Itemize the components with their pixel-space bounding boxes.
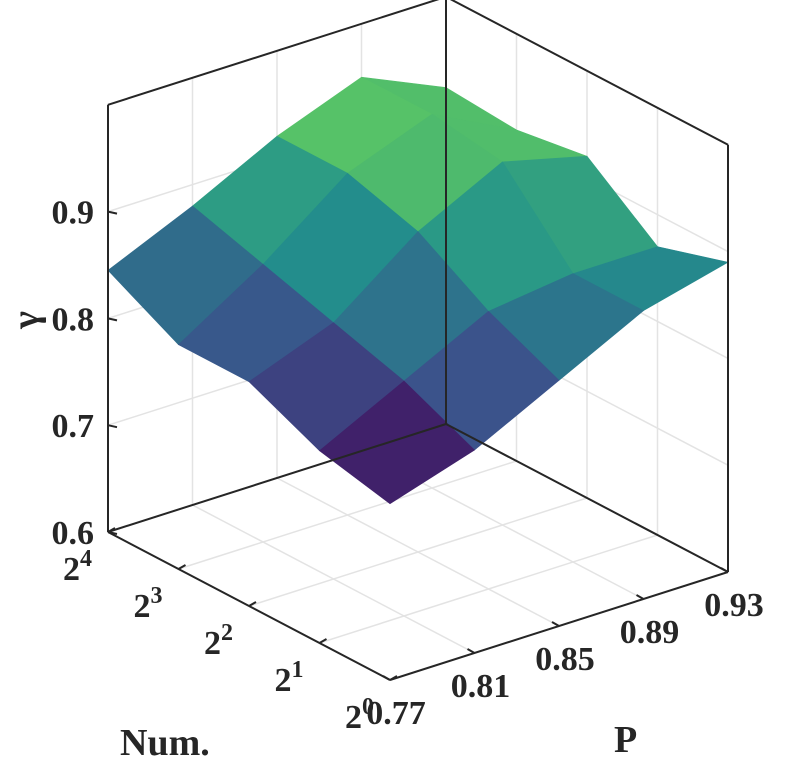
y-tick [389,675,398,681]
z-tick-label: 0.9 [52,195,95,232]
z-tick-label: 0.7 [52,408,95,445]
z-axis-label: γ [5,311,47,330]
z-tick [107,531,118,535]
y-tick-label: 24 [63,546,92,588]
y-tick-label: 21 [275,657,304,699]
y-axis-label: Num. [120,722,210,758]
x-tick [551,621,560,627]
y-tick-exponent: 3 [151,583,163,609]
surface [107,76,729,505]
floor-grid-line [178,460,517,570]
y-tick-exponent: 1 [292,657,304,683]
tick-labels: 0.60.70.80.90.770.810.850.890.9320212223… [52,195,764,736]
box-edge [449,0,729,146]
y-tick-base: 2 [345,699,362,736]
y-tick [178,564,186,570]
x-tick-label: 0.81 [451,668,511,705]
z-tick-label: 0.8 [52,301,95,338]
y-tick-base: 2 [63,551,80,588]
x-tick [467,648,475,654]
y-tick [107,527,116,533]
y-tick-base: 2 [204,625,221,662]
box-edge [445,423,729,573]
y-tick [248,601,257,607]
y-tick [319,638,327,644]
box-edge [107,0,440,106]
x-axis-label: P [614,719,637,758]
y-tick-exponent: 2 [221,620,233,646]
z-tick-label: 0.6 [52,515,95,552]
x-tick [636,594,644,600]
x-tick-label: 0.89 [620,614,680,651]
z-tick [107,210,118,215]
x-tick [382,675,391,681]
y-tick-exponent: 4 [80,546,92,572]
y-tick-base: 2 [134,588,151,625]
x-tick-label: 0.93 [704,587,764,624]
y-tick-label: 22 [204,620,233,662]
y-tick-base: 2 [275,662,292,699]
z-tick [107,317,118,322]
floor-grid-line [319,534,658,644]
y-tick-label: 20 [345,694,374,736]
surface-patch [319,380,475,505]
y-tick-label: 23 [134,583,163,625]
x-tick-label: 0.85 [535,641,595,678]
x-tick-label: 0.77 [366,695,426,732]
box-edge [107,423,447,533]
axes [107,0,729,681]
floor-grid-line [248,497,588,607]
x-tick [720,567,729,573]
z-tick [107,424,118,429]
y-tick-exponent: 0 [362,694,374,720]
